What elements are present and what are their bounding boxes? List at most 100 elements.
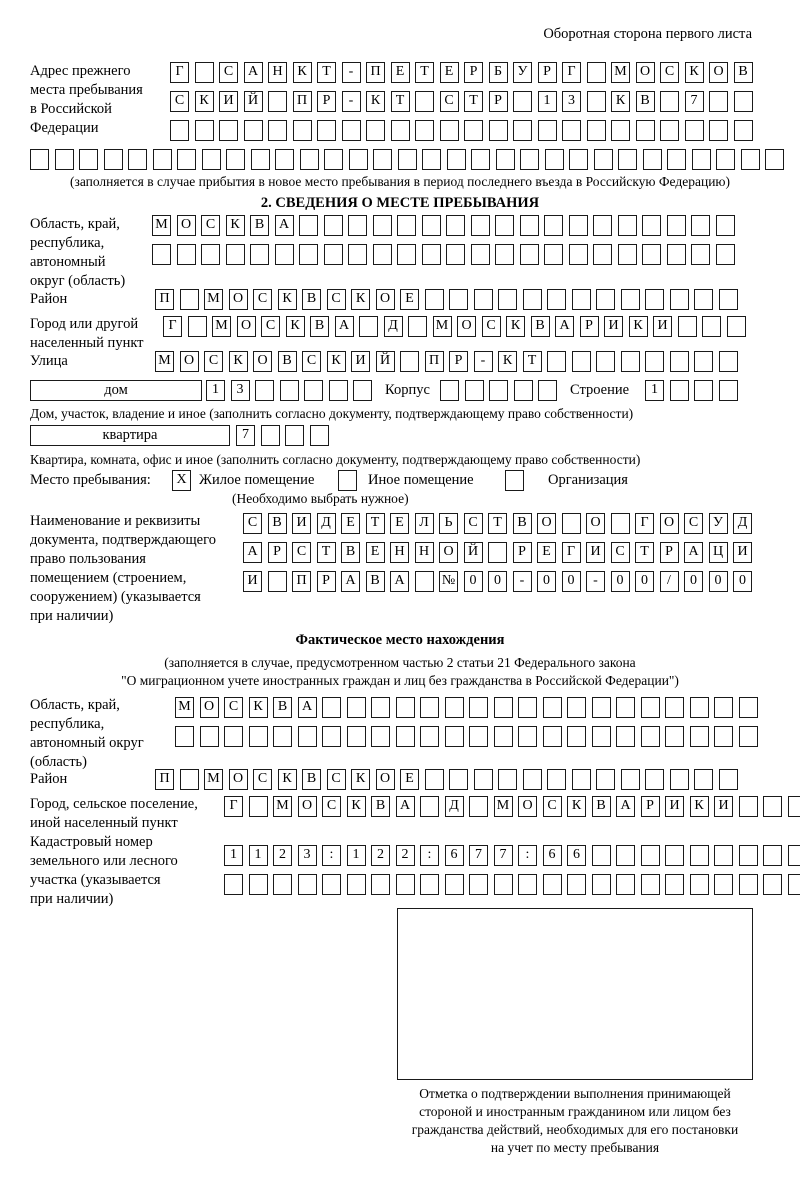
char-cell[interactable]: 7 xyxy=(469,845,488,866)
cadastral-row-2[interactable] xyxy=(224,874,800,895)
char-cell[interactable]: К xyxy=(351,289,370,310)
char-cell[interactable] xyxy=(691,215,710,236)
char-cell[interactable]: В xyxy=(277,351,297,372)
char-cell[interactable]: С xyxy=(684,513,703,534)
char-cell[interactable] xyxy=(763,874,782,895)
char-cell[interactable]: И xyxy=(714,796,733,817)
flat-box-label[interactable]: квартира xyxy=(30,425,230,446)
char-cell[interactable] xyxy=(420,697,439,718)
char-cell[interactable] xyxy=(694,289,713,310)
char-cell[interactable] xyxy=(359,316,378,337)
char-cell[interactable] xyxy=(738,796,758,817)
char-cell[interactable]: В xyxy=(310,316,329,337)
char-cell[interactable] xyxy=(635,120,655,141)
char-cell[interactable]: М xyxy=(204,769,223,790)
char-cell[interactable] xyxy=(740,149,760,170)
char-cell[interactable] xyxy=(421,215,441,236)
char-cell[interactable]: С xyxy=(219,62,238,83)
char-cell[interactable] xyxy=(586,120,606,141)
char-cell[interactable]: Н xyxy=(414,542,434,563)
char-cell[interactable] xyxy=(642,244,661,265)
char-cell[interactable]: К xyxy=(684,62,704,83)
char-cell[interactable] xyxy=(642,149,662,170)
char-cell[interactable] xyxy=(309,425,329,446)
char-cell[interactable]: 3 xyxy=(230,380,250,401)
char-cell[interactable] xyxy=(170,120,189,141)
char-cell[interactable] xyxy=(616,697,635,718)
char-cell[interactable]: М xyxy=(273,796,292,817)
house-box-label[interactable]: дом xyxy=(30,380,202,401)
char-cell[interactable] xyxy=(691,149,711,170)
char-cell[interactable]: О xyxy=(228,289,248,310)
char-cell[interactable] xyxy=(596,289,615,310)
char-cell[interactable]: Т xyxy=(365,513,385,534)
char-cell[interactable]: К xyxy=(506,316,525,337)
char-cell[interactable] xyxy=(694,351,713,372)
char-cell[interactable]: Г xyxy=(163,316,182,337)
char-cell[interactable] xyxy=(518,697,537,718)
char-cell[interactable]: С xyxy=(463,513,483,534)
char-cell[interactable]: Г xyxy=(635,513,654,534)
char-cell[interactable]: С xyxy=(542,796,562,817)
char-cell[interactable] xyxy=(322,874,341,895)
char-cell[interactable] xyxy=(152,149,172,170)
char-cell[interactable] xyxy=(446,149,466,170)
char-cell[interactable] xyxy=(219,120,238,141)
char-cell[interactable] xyxy=(610,513,630,534)
char-cell[interactable]: В xyxy=(273,697,292,718)
char-cell[interactable] xyxy=(248,726,268,747)
char-cell[interactable]: Т xyxy=(316,542,336,563)
char-cell[interactable] xyxy=(645,351,664,372)
char-cell[interactable] xyxy=(571,351,591,372)
char-cell[interactable] xyxy=(617,244,637,265)
char-cell[interactable]: 0 xyxy=(537,571,556,592)
char-cell[interactable]: В xyxy=(512,513,532,534)
char-cell[interactable] xyxy=(414,571,434,592)
char-cell[interactable]: П xyxy=(424,351,444,372)
char-cell[interactable]: Г xyxy=(170,62,189,83)
char-cell[interactable] xyxy=(787,845,800,866)
char-cell[interactable]: И xyxy=(586,542,605,563)
char-cell[interactable] xyxy=(395,697,415,718)
char-cell[interactable] xyxy=(620,351,640,372)
char-cell[interactable] xyxy=(669,380,689,401)
char-cell[interactable] xyxy=(738,845,758,866)
char-cell[interactable]: Р xyxy=(449,351,468,372)
char-cell[interactable]: М xyxy=(611,62,630,83)
char-cell[interactable] xyxy=(660,120,679,141)
char-cell[interactable]: : xyxy=(322,845,341,866)
char-cell[interactable]: С xyxy=(261,316,280,337)
char-cell[interactable]: 0 xyxy=(488,571,507,592)
char-cell[interactable] xyxy=(470,215,490,236)
char-cell[interactable]: Ц xyxy=(708,542,728,563)
char-cell[interactable] xyxy=(446,215,465,236)
char-cell[interactable] xyxy=(152,244,171,265)
char-cell[interactable] xyxy=(469,874,488,895)
char-cell[interactable]: 6 xyxy=(444,845,464,866)
char-cell[interactable] xyxy=(520,149,539,170)
char-cell[interactable]: Р xyxy=(640,796,660,817)
char-cell[interactable] xyxy=(718,769,738,790)
char-cell[interactable] xyxy=(224,874,243,895)
char-cell[interactable]: Т xyxy=(415,62,434,83)
char-cell[interactable] xyxy=(187,316,207,337)
char-cell[interactable] xyxy=(179,289,199,310)
char-cell[interactable]: Т xyxy=(390,91,410,112)
char-cell[interactable] xyxy=(225,244,245,265)
char-cell[interactable] xyxy=(518,874,537,895)
char-cell[interactable]: 1 xyxy=(645,380,664,401)
char-cell[interactable] xyxy=(665,697,684,718)
char-cell[interactable] xyxy=(763,845,782,866)
previous-address-row-3[interactable] xyxy=(170,120,753,141)
char-cell[interactable] xyxy=(348,244,367,265)
char-cell[interactable]: М xyxy=(493,796,513,817)
char-cell[interactable] xyxy=(346,697,366,718)
char-cell[interactable] xyxy=(568,215,588,236)
char-cell[interactable] xyxy=(449,289,468,310)
char-cell[interactable] xyxy=(420,874,439,895)
char-cell[interactable]: А xyxy=(334,316,354,337)
char-cell[interactable]: Р xyxy=(316,571,336,592)
